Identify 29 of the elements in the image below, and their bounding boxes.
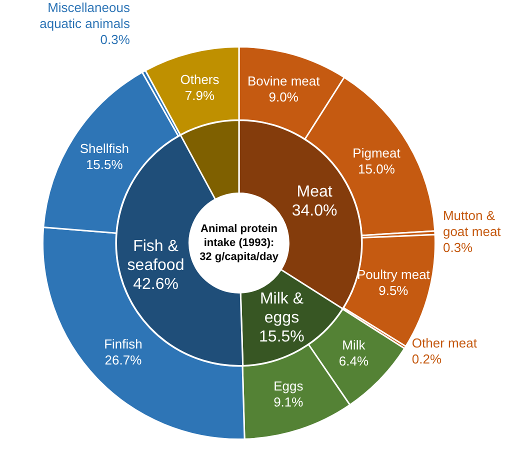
data-label: 15.0% bbox=[358, 161, 396, 176]
data-label: 42.6% bbox=[133, 276, 178, 293]
data-label: 0.3% bbox=[100, 32, 130, 47]
data-label: 9.0% bbox=[268, 89, 299, 104]
data-label: 9.1% bbox=[274, 394, 304, 410]
slice-label: Others bbox=[180, 72, 220, 87]
slice-label: Meat bbox=[296, 183, 333, 200]
data-label: 15.5% bbox=[86, 156, 124, 172]
slice-label: Eggs bbox=[274, 378, 304, 394]
slice-label: Milk & eggs bbox=[260, 290, 304, 326]
data-label: 0.3% bbox=[442, 240, 474, 255]
slice-label: Bovine meat bbox=[247, 73, 320, 88]
slice-label: Miscellaneous aquatic animals bbox=[40, 0, 130, 31]
data-label: 7.9% bbox=[184, 88, 215, 103]
slice-label: Poultry meat bbox=[356, 267, 430, 282]
slice-label: Milk bbox=[342, 338, 366, 353]
slice-label: Mutton & goat meat bbox=[442, 208, 502, 239]
slice-label: Finfish bbox=[104, 336, 142, 352]
data-label: 26.7% bbox=[104, 352, 142, 368]
data-label: 15.5% bbox=[259, 328, 304, 346]
text: Animal protein intake (1993): 32 g/capita/day bbox=[200, 223, 280, 264]
slice-label: Shellfish bbox=[80, 140, 129, 156]
slice-label: Pigmeat bbox=[352, 145, 401, 160]
slice-label: Other meat bbox=[412, 335, 478, 350]
data-label: 9.5% bbox=[378, 283, 409, 298]
slice-label: Fish & seafood bbox=[127, 238, 184, 274]
data-label: 6.4% bbox=[338, 354, 369, 369]
data-label: 34.0% bbox=[292, 202, 338, 220]
data-label: 0.2% bbox=[412, 351, 442, 366]
